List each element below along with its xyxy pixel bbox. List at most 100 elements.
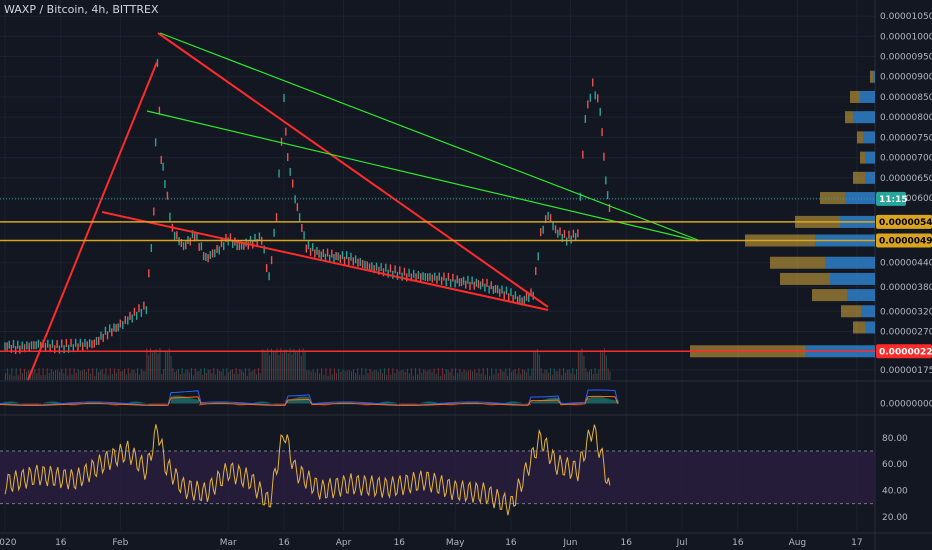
- volume-profile-sell-bar: [830, 272, 875, 285]
- volume-bar: [77, 369, 79, 380]
- volume-bar: [459, 368, 461, 380]
- volume-bar: [369, 368, 371, 380]
- volume-bar: [329, 368, 331, 380]
- volume-bar: [107, 375, 109, 380]
- volume-bar: [331, 374, 333, 380]
- volume-bar: [373, 370, 375, 380]
- volume-bar: [333, 368, 335, 380]
- volume-bar: [239, 369, 241, 380]
- volume-bar: [127, 368, 129, 380]
- volume-bar: [129, 373, 131, 380]
- volume-bar: [289, 348, 291, 380]
- level-lower-badge: 0.00000495: [876, 233, 932, 248]
- volume-bar: [192, 375, 194, 380]
- volume-bar: [90, 373, 92, 380]
- volume-bar: [518, 368, 520, 380]
- volume-bar: [5, 373, 6, 380]
- volume-bar: [40, 375, 42, 380]
- volume-bar: [185, 369, 187, 380]
- volume-bar: [449, 372, 451, 380]
- volume-bar: [86, 372, 88, 380]
- volume-bar: [298, 348, 300, 380]
- price-tick-label: 0.00000320: [880, 307, 932, 317]
- price-tick-label: 0.00000700: [880, 154, 932, 164]
- price-tick-label: 0.00001050: [880, 12, 932, 22]
- volume-bar: [435, 374, 437, 380]
- volume-bar: [355, 373, 357, 380]
- volume-bar: [585, 368, 587, 380]
- volume-bar: [113, 368, 115, 380]
- volume-profile-buy-bar: [850, 90, 860, 103]
- volume-bar: [516, 373, 518, 380]
- volume-bar: [36, 373, 38, 380]
- volume-bar: [603, 348, 605, 380]
- volume-bar: [408, 373, 410, 380]
- volume-bar: [423, 369, 425, 380]
- time-tick-label: Aug: [789, 538, 807, 548]
- volume-bar: [533, 351, 535, 380]
- volume-bar: [124, 368, 126, 380]
- volume-bar: [189, 372, 191, 380]
- volume-bar: [605, 355, 607, 380]
- volume-bar: [342, 369, 344, 380]
- volume-bar: [384, 368, 386, 380]
- volume-bar: [437, 368, 439, 380]
- chart-title: WAXP / Bitcoin, 4h, BITTREX: [4, 3, 159, 16]
- volume-bar: [548, 372, 550, 380]
- volume-bar: [415, 368, 417, 380]
- volume-bar: [101, 369, 103, 380]
- volume-bar: [142, 370, 144, 380]
- volume-bar: [133, 369, 135, 380]
- volume-bar: [421, 372, 423, 380]
- volume-bar: [412, 375, 414, 380]
- volume-bar: [465, 370, 467, 380]
- volume-bar: [248, 368, 250, 380]
- time-tick-label: Apr: [336, 538, 352, 548]
- volume-bar: [63, 373, 65, 380]
- volume-bar: [265, 352, 267, 380]
- price-tick-label: 0.00000750: [880, 133, 932, 143]
- volume-profile-sell-bar: [847, 289, 875, 302]
- rsi-tick-label: 40.00: [882, 486, 908, 496]
- volume-bar: [572, 368, 574, 380]
- volume-bar: [482, 368, 484, 380]
- price-tick-label: 0.00000950: [880, 53, 932, 63]
- volume-profile-sell-bar: [865, 151, 875, 164]
- volume-bar: [512, 370, 514, 380]
- volume-bar: [520, 373, 522, 380]
- rsi-line: [4, 424, 611, 516]
- time-tick-label: 17: [851, 538, 862, 548]
- volume-bar: [540, 368, 542, 380]
- volume-bar: [536, 348, 538, 380]
- level-support-badge-bg: [876, 344, 932, 359]
- trendline-red-falling-upper: [157, 32, 549, 308]
- rsi-band: [0, 450, 875, 504]
- volume-bar: [163, 368, 165, 380]
- volume-profile-buy-bar: [845, 111, 853, 124]
- volume-bar: [443, 374, 445, 380]
- price-tick-label: 0.00000900: [880, 73, 932, 83]
- volume-bar: [65, 368, 67, 380]
- volume-bar: [394, 372, 396, 380]
- volume-bar: [390, 374, 392, 380]
- volume-bar: [200, 368, 202, 380]
- volume-bar: [71, 374, 73, 380]
- volume-bar: [371, 371, 373, 380]
- volume-bar: [542, 373, 544, 380]
- volume-bar: [99, 370, 101, 380]
- volume-bar: [304, 352, 306, 380]
- volume-bar: [566, 369, 568, 380]
- trendline-red-falling-lower: [101, 211, 549, 311]
- volume-bar: [507, 375, 509, 380]
- volume-bar: [308, 369, 310, 380]
- volume-bar: [491, 368, 493, 380]
- volume-bar: [67, 375, 69, 380]
- volume-bar: [523, 370, 525, 380]
- trendline-red-rising: [27, 61, 158, 381]
- volume-bar: [427, 370, 429, 380]
- time-tick-label: Mar: [220, 538, 237, 548]
- volume-bar: [270, 348, 272, 380]
- volume-bar: [392, 368, 394, 380]
- volume-bar: [499, 368, 501, 380]
